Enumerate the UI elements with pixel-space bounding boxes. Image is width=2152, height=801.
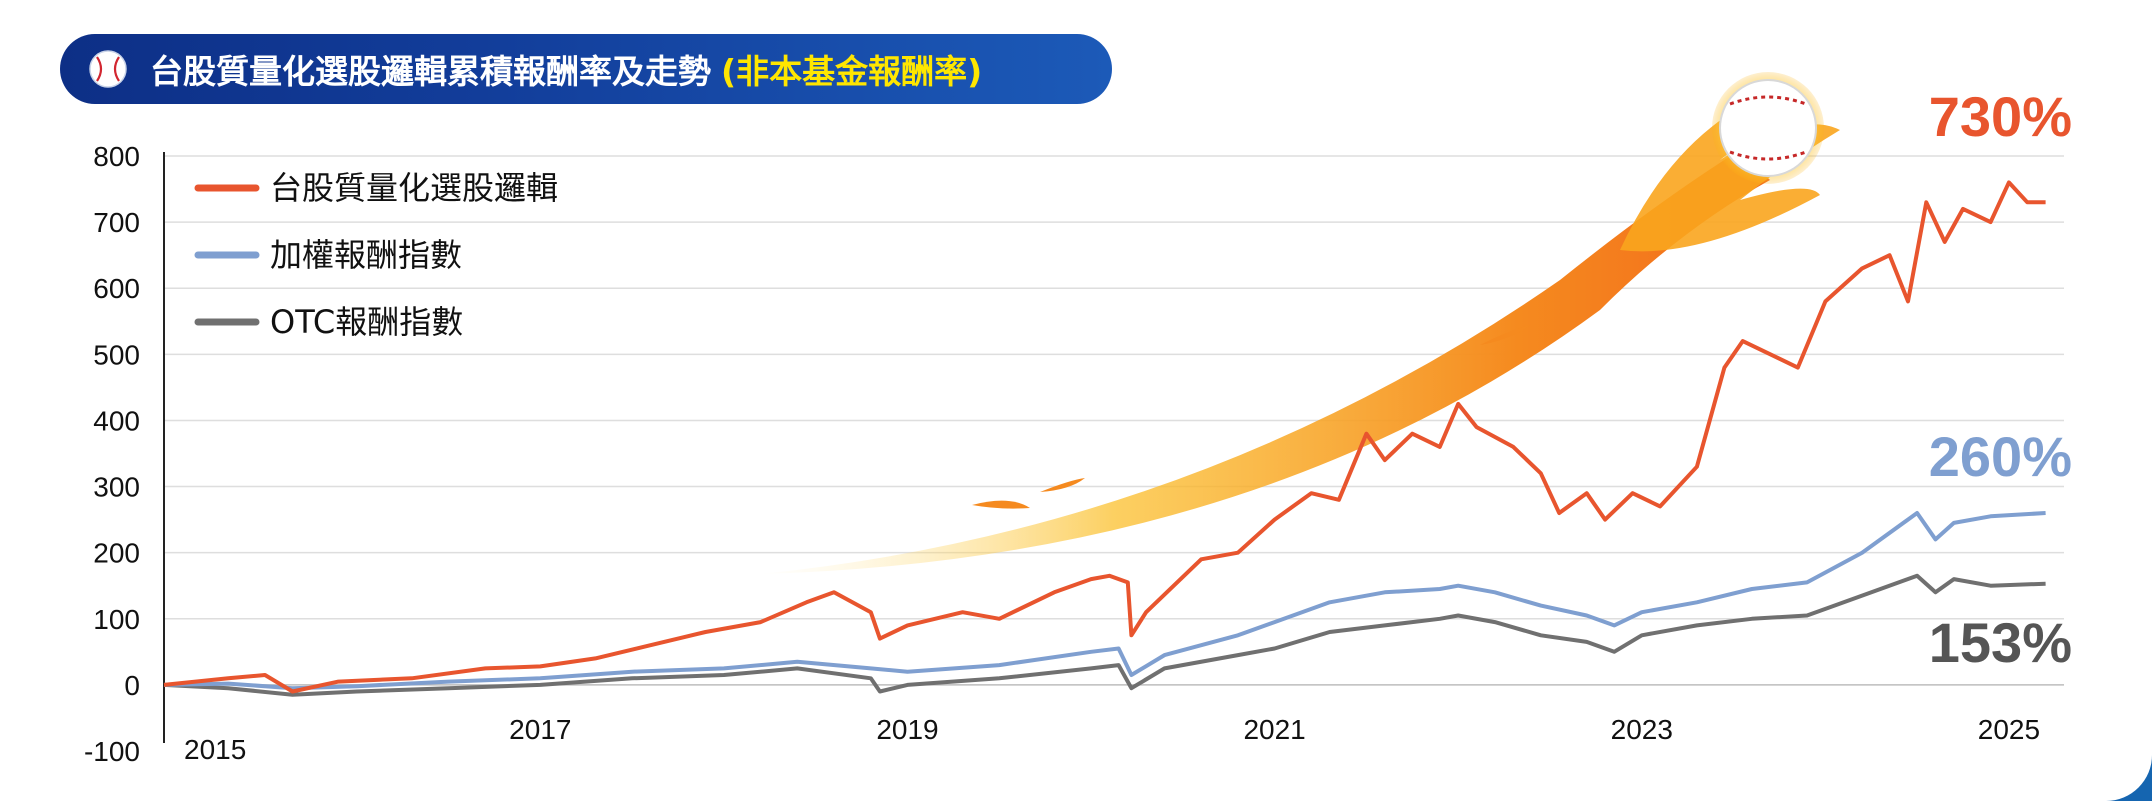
baseball-icon bbox=[89, 50, 127, 88]
legend-label-otc: OTC報酬指數 bbox=[270, 303, 463, 341]
end-label-taiex: 260% bbox=[1929, 425, 2072, 488]
x-tick-label: 2025 bbox=[1978, 714, 2040, 745]
x-tick-label: 2015 bbox=[184, 734, 246, 765]
y-tick-label: -100 bbox=[84, 736, 140, 767]
title-bar: 台股質量化選股邏輯累積報酬率及走勢 (非本基金報酬率) bbox=[60, 34, 1112, 104]
baseball-icon bbox=[1719, 79, 1817, 177]
end-label-otc: 153% bbox=[1929, 611, 2072, 674]
y-axis-ticks: 800 700 600 500 400 300 200 100 0 -100 bbox=[84, 141, 140, 767]
chart-subtitle: (非本基金報酬率) bbox=[721, 52, 983, 91]
y-tick-label: 0 bbox=[124, 670, 140, 701]
x-tick-label: 2021 bbox=[1243, 714, 1305, 745]
comet-spark bbox=[1480, 325, 1530, 345]
series-line-taiex bbox=[163, 511, 2046, 691]
legend-label-quality: 台股質量化選股邏輯 bbox=[270, 169, 558, 207]
y-tick-label: 100 bbox=[93, 604, 140, 635]
comet-tail bbox=[760, 150, 1770, 574]
y-tick-label: 400 bbox=[93, 405, 140, 436]
x-tick-label: 2023 bbox=[1611, 714, 1673, 745]
end-label-quality: 730% bbox=[1929, 85, 2072, 148]
y-tick-label: 500 bbox=[93, 339, 140, 370]
comet-spark bbox=[972, 500, 1030, 509]
y-tick-label: 200 bbox=[93, 538, 140, 569]
legend: 台股質量化選股邏輯 加權報酬指數 OTC報酬指數 bbox=[194, 169, 558, 341]
y-tick-label: 300 bbox=[93, 472, 140, 503]
x-axis-ticks: 2015 2017 2019 2021 2023 2025 bbox=[184, 714, 2040, 765]
comet-decoration bbox=[760, 72, 1840, 574]
series-line-otc bbox=[163, 573, 2046, 697]
series-line-quality bbox=[163, 180, 2046, 694]
comet-spark bbox=[1040, 478, 1085, 492]
y-tick-label: 700 bbox=[93, 207, 140, 238]
series-lines bbox=[163, 180, 2046, 697]
x-tick-label: 2017 bbox=[509, 714, 571, 745]
legend-label-taiex: 加權報酬指數 bbox=[270, 236, 462, 274]
y-tick-label: 800 bbox=[93, 141, 140, 172]
y-tick-label: 600 bbox=[93, 273, 140, 304]
chart-title: 台股質量化選股邏輯累積報酬率及走勢 bbox=[150, 52, 711, 91]
x-tick-label: 2019 bbox=[876, 714, 938, 745]
